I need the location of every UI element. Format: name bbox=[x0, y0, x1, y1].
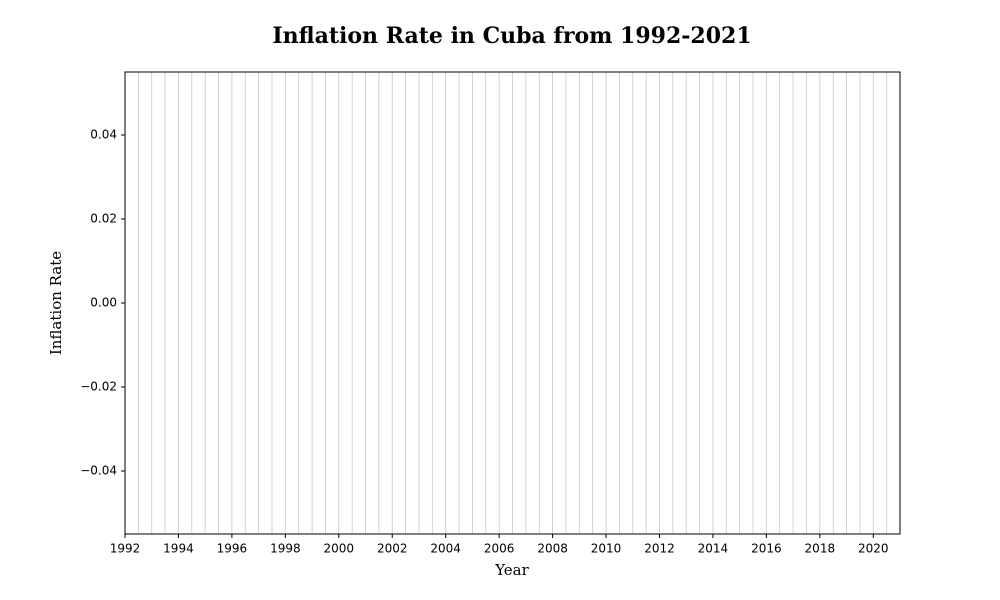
chart-title: Inflation Rate in Cuba from 1992-2021 bbox=[272, 23, 751, 49]
x-tick-label: 1998 bbox=[270, 542, 301, 556]
plot-frame bbox=[124, 71, 901, 535]
x-tick-label: 2008 bbox=[537, 542, 568, 556]
y-tick-label: 0.04 bbox=[90, 128, 117, 142]
x-tick-label: 1996 bbox=[217, 542, 248, 556]
x-tick-label: 2020 bbox=[858, 542, 889, 556]
y-tick-label: −0.02 bbox=[80, 380, 117, 394]
y-tick-label: −0.04 bbox=[80, 464, 117, 478]
x-tick-label: 2016 bbox=[751, 542, 782, 556]
y-tick-label: 0.02 bbox=[90, 212, 117, 226]
x-tick-label: 2018 bbox=[805, 542, 836, 556]
x-tick-label: 2012 bbox=[644, 542, 675, 556]
x-tick-label: 2014 bbox=[698, 542, 729, 556]
x-tick-label: 2006 bbox=[484, 542, 515, 556]
x-tick-label: 1994 bbox=[163, 542, 194, 556]
y-tick-label: 0.00 bbox=[90, 296, 117, 310]
x-tick-label: 1992 bbox=[110, 542, 141, 556]
x-tick-label: 2010 bbox=[591, 542, 622, 556]
x-tick-label: 2000 bbox=[324, 542, 355, 556]
x-tick-label: 2002 bbox=[377, 542, 408, 556]
x-axis-label: Year bbox=[494, 561, 529, 579]
y-axis-label: Inflation Rate bbox=[47, 251, 65, 355]
x-tick-label: 2004 bbox=[430, 542, 461, 556]
